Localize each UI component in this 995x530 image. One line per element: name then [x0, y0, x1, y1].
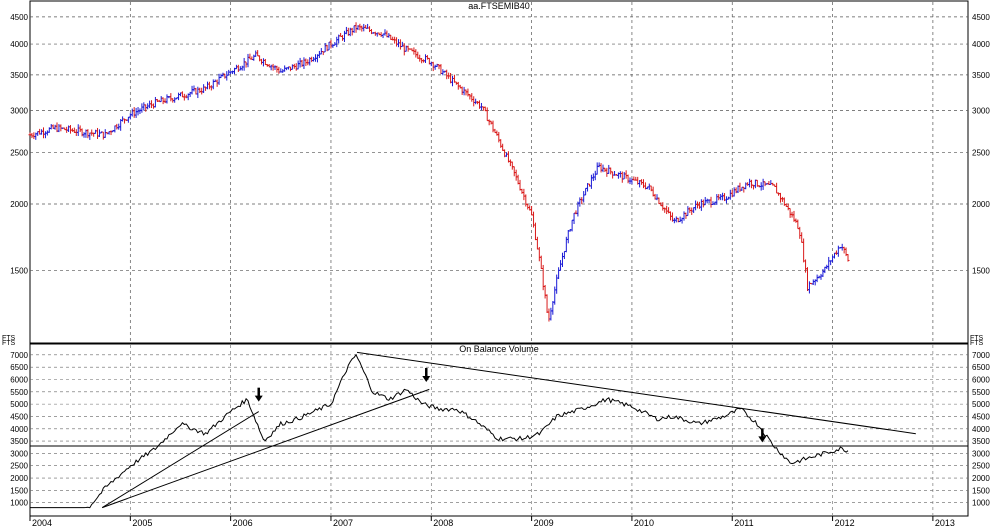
- obv-line: [30, 353, 849, 509]
- obv-y-tick-label-right: 6000: [972, 375, 990, 384]
- price-y-tick-label-left: 2500: [10, 149, 28, 158]
- obv-y-tick-label-right: 3500: [972, 437, 990, 446]
- obv-scale-tag-left: FTS: [2, 340, 16, 347]
- x-axis-tick-label: 2007: [333, 518, 353, 528]
- obv-y-tick-label-left: 4000: [10, 425, 28, 434]
- obv-y-tick-label-left: 3000: [10, 449, 28, 458]
- obv-arrow-2008-head: [422, 375, 431, 382]
- obv-y-tick-label-left: 2000: [10, 474, 28, 483]
- obv-y-tick-label-left: 5000: [10, 400, 28, 409]
- x-axis-tick-label: 2005: [132, 518, 152, 528]
- obv-y-tick-label-right: 2500: [972, 462, 990, 471]
- obv-y-tick-label-right: 1500: [972, 486, 990, 495]
- price-y-tick-label-left: 4000: [10, 40, 28, 49]
- obv-y-tick-label-right: 1000: [972, 499, 990, 508]
- obv-y-tick-label-left: 1500: [10, 486, 28, 495]
- obv-trendline-falling: [356, 351, 916, 435]
- obv-y-tick-label-right: 2000: [972, 474, 990, 483]
- obv-y-tick-label-right: 4000: [972, 425, 990, 434]
- obv-y-tick-label-left: 6000: [10, 375, 28, 384]
- price-y-tick-label-right: 2000: [972, 200, 990, 209]
- obv-series: [30, 353, 849, 509]
- obv-trendline-2007: [102, 388, 430, 509]
- obv-y-tick-label-right: 3000: [972, 449, 990, 458]
- obv-y-tick-label-left: 1000: [10, 499, 28, 508]
- price-scale-tag-right: FTS: [970, 335, 984, 342]
- x-axis-tick-label: 2012: [835, 518, 855, 528]
- x-axis-tick-label: 2010: [634, 518, 654, 528]
- x-axis-tick-label: 2011: [734, 518, 753, 528]
- price-y-tick-label-right: 1500: [972, 266, 990, 275]
- obv-y-tick-label-right: 5500: [972, 388, 990, 397]
- price-y-tick-label-left: 2000: [10, 200, 28, 209]
- obv-y-tick-label-left: 4500: [10, 412, 28, 421]
- price-y-tick-label-left: 3500: [10, 71, 28, 80]
- x-axis-tick-label: 2008: [433, 518, 453, 528]
- price-y-tick-label-left: 4500: [10, 13, 28, 22]
- grid-layer: [30, 2, 968, 515]
- x-axis-tick-label: 2004: [32, 518, 52, 528]
- price-y-tick-label-right: 3000: [972, 106, 990, 115]
- x-axis-tick-label: 2006: [233, 518, 253, 528]
- obv-y-tick-label-right: 6500: [972, 363, 990, 372]
- obv-y-tick-label-left: 3500: [10, 437, 28, 446]
- price-y-tick-label-right: 2500: [972, 149, 990, 158]
- obv-y-tick-label-left: 6500: [10, 363, 28, 372]
- price-y-tick-label-right: 4500: [972, 13, 990, 22]
- obv-scale-tag-right: FTS: [970, 340, 984, 347]
- obv-arrow-2011-head: [758, 436, 767, 443]
- obv-trendline-2006: [101, 411, 259, 509]
- x-axis-tick-label: 2009: [534, 518, 554, 528]
- obv-y-tick-label-right: 4500: [972, 412, 990, 421]
- x-axis-tick-label: 2013: [935, 518, 955, 528]
- price-panel-frame: [29, 0, 969, 344]
- price-y-tick-label-left: 1500: [10, 266, 28, 275]
- price-bars: [28, 22, 850, 322]
- obv-y-tick-label-left: 5500: [10, 388, 28, 397]
- price-chart-title: aa.FTSEMIB40: [468, 1, 530, 11]
- obv-y-tick-label-left: 2500: [10, 462, 28, 471]
- obv-arrow-2006-head: [254, 395, 263, 402]
- obv-y-tick-label-right: 7000: [972, 351, 990, 360]
- price-y-tick-label-right: 4000: [972, 40, 990, 49]
- price-y-tick-label-left: 3000: [10, 106, 28, 115]
- axis-labels: 1500 1500 2000 2000 2500 2500 3000 3000 3500 3500…: [10, 13, 990, 528]
- price-y-tick-label-right: 3500: [972, 71, 990, 80]
- trendlines: [30, 351, 968, 509]
- obv-y-tick-label-left: 7000: [10, 351, 28, 360]
- obv-chart-title: On Balance Volume: [459, 344, 539, 354]
- price-scale-tag-left: FTS: [2, 335, 16, 342]
- obv-y-tick-label-right: 5000: [972, 400, 990, 409]
